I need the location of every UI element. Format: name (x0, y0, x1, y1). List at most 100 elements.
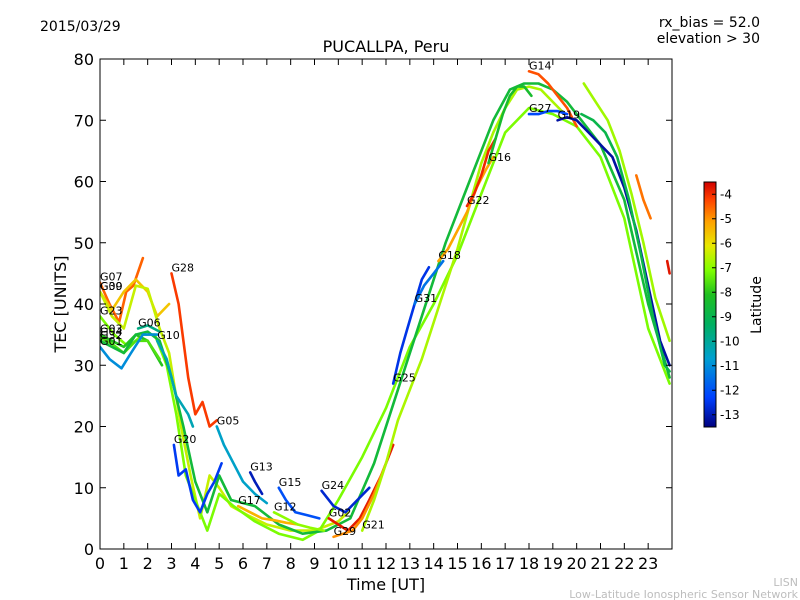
series-line-g10 (155, 339, 195, 428)
series-line-g21 (360, 85, 567, 532)
satellite-label-g20: G20 (174, 433, 197, 446)
x-tick-label: 13 (400, 554, 420, 573)
satellite-label-g12: G12 (274, 500, 297, 513)
colorbar-tick-label: -9 (720, 310, 732, 324)
x-tick-label: 20 (566, 554, 586, 573)
series-line-g14 (527, 70, 578, 128)
x-tick-label: 4 (190, 554, 200, 573)
colorbar-tick-label: -8 (720, 285, 732, 299)
x-tick-label: 16 (471, 554, 491, 573)
series-line-unlabeled-31 (635, 174, 652, 220)
footer-org: LISN (773, 576, 798, 589)
series-line-g17 (236, 504, 300, 526)
series-line-g04 (100, 336, 161, 361)
series-line-g19 (556, 115, 671, 367)
satellite-label-g18: G18 (438, 249, 461, 262)
rx-bias-label: rx_bias = 52.0 (659, 15, 760, 31)
elevation-label: elevation > 30 (657, 31, 760, 47)
x-tick-label: 17 (495, 554, 515, 573)
y-tick-label: 0 (84, 540, 94, 559)
x-tick-label: 21 (590, 554, 610, 573)
satellite-label-g07: G07 (100, 271, 123, 284)
satellite-label-g10: G10 (157, 329, 180, 342)
y-tick-label: 10 (74, 479, 94, 498)
satellite-label-g06: G06 (138, 317, 161, 330)
satellite-label-g16: G16 (489, 151, 512, 164)
y-tick-label: 70 (74, 111, 94, 130)
satellite-label-g04: G04 (100, 326, 123, 339)
satellite-label-g24: G24 (322, 479, 345, 492)
series-line-g18 (437, 155, 495, 263)
x-tick-label: 18 (519, 554, 539, 573)
colorbar-tick-label: -13 (720, 408, 740, 422)
satellite-label-g25: G25 (393, 372, 416, 385)
x-axis-label: Time [UT] (346, 575, 425, 594)
satellite-label-g19: G19 (558, 108, 581, 121)
colorbar-tick-label: -12 (720, 383, 740, 397)
series-line-g06 (136, 324, 161, 333)
colorbar-tick-label: -7 (720, 261, 732, 275)
series-line-g29 (332, 462, 388, 539)
series-line-g13 (248, 471, 264, 496)
colorbar-tick-label: -4 (720, 187, 732, 201)
x-tick-label: 8 (286, 554, 296, 573)
colorbar-tick-label: -10 (720, 334, 740, 348)
series-line-unlabeled-30 (580, 112, 671, 373)
satellite-label-g27: G27 (529, 102, 552, 115)
y-tick-layer: 0 10 20 30 40 50 60 70 80 (74, 50, 672, 559)
satellite-label-g02: G02 (329, 506, 352, 519)
x-tick-label: 15 (447, 554, 467, 573)
satellite-label-g03: G03 (100, 323, 123, 336)
date-label: 2015/03/29 (40, 19, 121, 35)
x-tick-label: 3 (166, 554, 176, 573)
series-line-g01 (100, 333, 159, 370)
y-tick-label: 60 (74, 173, 94, 192)
colorbar-label: Latitude (749, 276, 765, 334)
series-line-g24 (320, 486, 371, 514)
series-line-g15 (277, 486, 321, 520)
series-line-unlabeled-32 (665, 259, 671, 275)
series-line-g16 (487, 85, 533, 165)
footer-org-full: Low-Latitude Ionospheric Sensor Network (569, 588, 798, 600)
x-tick-label: 11 (352, 554, 372, 573)
satellite-label-g30: G30 (100, 280, 123, 293)
x-tick-layer: 0 1 2 3 4 5 6 7 8 9 10 11 12 13 14 15 16 17 18 19 20 21 22 23 (95, 59, 658, 573)
series-line-g28 (170, 272, 219, 428)
series-line-g25 (391, 266, 431, 385)
series-line-g09 (100, 284, 350, 532)
series-line-g05 (215, 425, 269, 505)
x-tick-label: 19 (543, 554, 563, 573)
x-tick-label: 0 (95, 554, 105, 573)
x-tick-label: 5 (214, 554, 224, 573)
x-tick-label: 9 (309, 554, 319, 573)
colorbar-tick-label: -5 (720, 212, 732, 226)
satellite-label-g28: G28 (172, 261, 195, 274)
y-tick-label: 20 (74, 418, 94, 437)
satellite-label-g05: G05 (217, 415, 240, 428)
satellite-label-g15: G15 (279, 476, 302, 489)
x-tick-label: 10 (328, 554, 348, 573)
series-line-g20 (172, 443, 223, 514)
x-tick-label: 22 (614, 554, 634, 573)
satellite-label-g01: G01 (100, 335, 123, 348)
satellite-label-g23: G23 (100, 304, 123, 317)
y-axis-label: TEC [UNITS] (51, 256, 70, 354)
satellite-label-g09: G09 (100, 280, 123, 293)
series-line-g22 (465, 137, 497, 208)
x-tick-label: 23 (638, 554, 658, 573)
y-tick-label: 30 (74, 356, 94, 375)
y-tick-label: 50 (74, 234, 94, 253)
satellite-label-g21: G21 (362, 519, 385, 532)
series-layer (100, 70, 671, 542)
x-tick-label: 6 (238, 554, 248, 573)
series-line-g12 (272, 510, 326, 532)
chart-title: PUCALLPA, Peru (323, 37, 450, 56)
x-tick-label: 2 (143, 554, 153, 573)
y-tick-label: 80 (74, 50, 94, 69)
satellite-label-g13: G13 (250, 460, 273, 473)
x-tick-label: 14 (423, 554, 443, 573)
x-tick-label: 1 (119, 554, 129, 573)
satellite-label-g17: G17 (238, 494, 261, 507)
